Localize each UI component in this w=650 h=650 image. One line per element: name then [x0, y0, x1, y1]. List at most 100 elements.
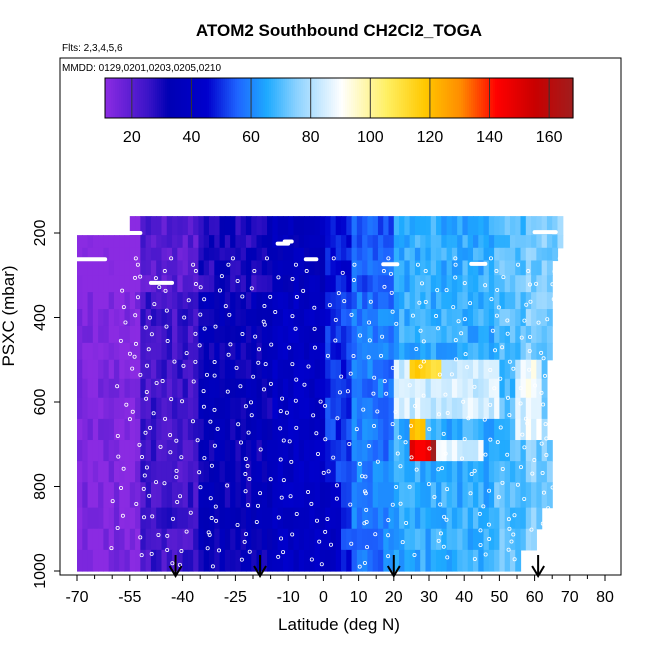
heatmap-cell: [531, 260, 537, 276]
sample-point: [542, 373, 547, 378]
heatmap-cell: [267, 275, 273, 293]
heatmap-cell: [346, 507, 353, 530]
heatmap-cell: [499, 397, 506, 420]
sample-point: [201, 404, 206, 409]
heatmap-cell: [288, 440, 295, 462]
heatmap-cell: [399, 440, 405, 462]
chart-title: ATOM2 Southbound CH2Cl2_TOGA: [196, 21, 482, 40]
heatmap-cell: [319, 378, 326, 399]
heatmap-cell: [177, 216, 184, 236]
sample-point: [180, 399, 185, 404]
sample-point: [242, 539, 247, 544]
heatmap-cell: [251, 440, 258, 462]
sample-point: [363, 474, 368, 479]
heatmap-cell: [377, 549, 384, 572]
heatmap-cell: [314, 247, 321, 262]
heatmap-cell: [325, 260, 332, 276]
heatmap-cell: [430, 260, 437, 276]
sample-point: [506, 517, 511, 522]
heatmap-cell: [488, 482, 495, 509]
heatmap-cell: [409, 275, 416, 293]
heatmap-cell: [330, 216, 337, 236]
heatmap-cell: [251, 235, 258, 249]
colorbar-segment: [383, 78, 386, 118]
heatmap-cell: [214, 235, 221, 249]
sample-point: [142, 473, 147, 478]
heatmap-cell: [399, 378, 405, 399]
colorbar-segment: [497, 78, 500, 118]
sample-point: [542, 511, 547, 516]
sample-point: [163, 288, 168, 293]
heatmap-cell: [531, 235, 537, 249]
sample-point: [488, 402, 493, 407]
heatmap-cell: [214, 275, 221, 293]
heatmap-cell: [536, 216, 543, 236]
sample-point: [287, 439, 292, 444]
colorbar-segment: [521, 78, 524, 118]
heatmap-cell: [209, 397, 215, 420]
heatmap-cell: [182, 247, 189, 262]
heatmap-cell: [267, 216, 273, 236]
sample-point: [323, 437, 328, 442]
heatmap-cell: [436, 216, 442, 236]
heatmap-cell: [87, 275, 94, 293]
heatmap-cell: [372, 325, 379, 344]
heatmap-cell: [230, 309, 236, 327]
heatmap-cell: [224, 378, 231, 399]
heatmap-cell: [393, 549, 400, 572]
heatmap-cell: [372, 482, 379, 509]
heatmap-cell: [319, 397, 326, 420]
dates-label: MMDD: 0129,0201,0203,0205,0210: [62, 63, 221, 74]
colorbar-segment: [553, 78, 556, 118]
sample-point: [552, 269, 557, 274]
heatmap-cell: [272, 325, 279, 344]
heatmap-cell: [103, 292, 110, 310]
sample-point: [321, 470, 326, 475]
sample-point: [133, 275, 138, 280]
heatmap-cell: [451, 275, 458, 293]
heatmap-cell: [272, 309, 279, 327]
sample-point: [351, 354, 356, 359]
heatmap-cell: [441, 309, 448, 327]
heatmap-cell: [346, 235, 353, 249]
heatmap-cell: [372, 275, 379, 293]
sample-point: [357, 461, 362, 466]
colorbar-segment: [169, 78, 172, 118]
heatmap-cell: [351, 309, 358, 327]
colorbar-segment: [453, 78, 456, 118]
heatmap-cell: [304, 378, 310, 399]
heatmap-cell: [82, 440, 89, 462]
heatmap-cell: [520, 342, 527, 361]
colorbar-segment: [475, 78, 478, 118]
heatmap-cell: [203, 309, 210, 327]
heatmap-cell: [177, 378, 184, 399]
colorbar-segment: [303, 78, 306, 118]
heatmap-cell: [488, 461, 495, 483]
heatmap-cell: [330, 247, 337, 262]
heatmap-cell: [409, 461, 416, 483]
heatmap-cell: [451, 418, 458, 441]
heatmap-cell: [214, 461, 221, 483]
y-tick-label: 400: [32, 304, 49, 331]
sample-point: [500, 466, 505, 471]
heatmap-cell: [209, 440, 215, 462]
sample-point: [518, 465, 523, 470]
colorbar-segment: [417, 78, 420, 118]
heatmap-cell: [372, 397, 379, 420]
heatmap-cell: [272, 342, 279, 361]
sample-point: [118, 338, 123, 343]
sample-point: [331, 256, 336, 261]
sample-point: [195, 438, 200, 443]
sample-point: [138, 372, 143, 377]
colorbar-segment: [233, 78, 236, 118]
sample-point: [191, 262, 196, 267]
heatmap-cell: [256, 216, 263, 236]
heatmap-cell: [509, 549, 516, 572]
heatmap-cell: [87, 235, 94, 249]
heatmap-cell: [430, 247, 437, 262]
heatmap-cell: [156, 342, 163, 361]
heatmap-cell: [161, 378, 168, 399]
heatmap-cell: [256, 275, 263, 293]
heatmap-cell: [235, 359, 242, 380]
heatmap-cell: [536, 309, 543, 327]
